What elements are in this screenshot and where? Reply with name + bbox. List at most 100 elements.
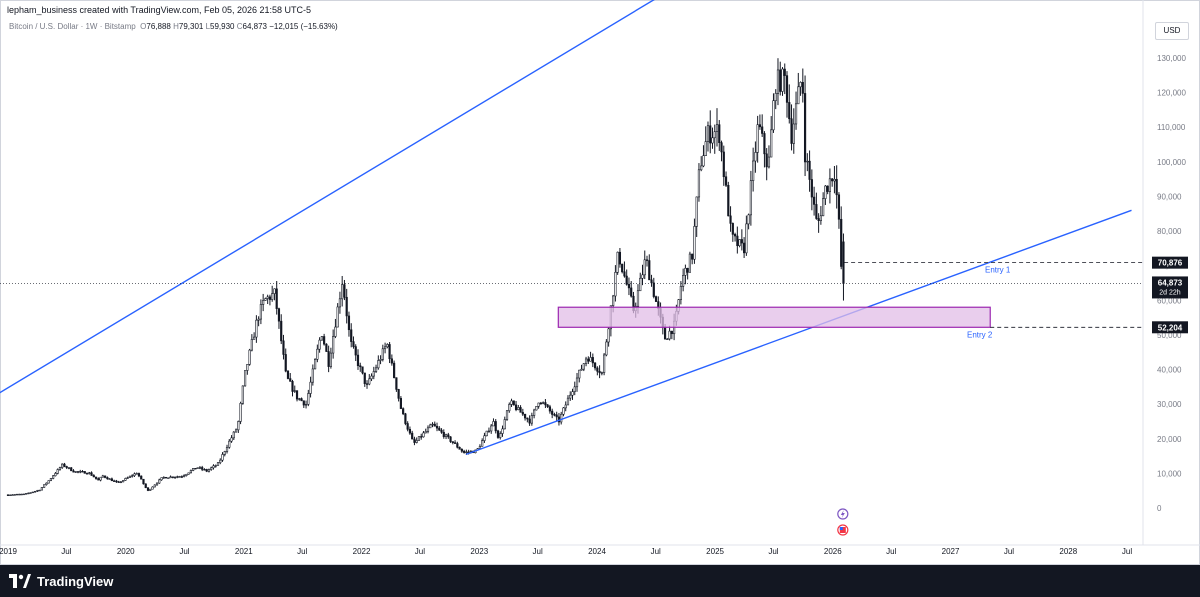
candle-body <box>833 178 836 182</box>
candle-body <box>697 169 701 198</box>
candle-body <box>688 253 692 273</box>
candle-body <box>45 482 48 485</box>
price-tick-label: 50,000 <box>1157 331 1182 340</box>
candle-body <box>246 364 249 371</box>
candle-body <box>582 363 585 370</box>
time-tick-label: 2024 <box>588 547 606 556</box>
candle-body <box>444 434 448 437</box>
candle-body <box>806 160 809 163</box>
candle-body <box>519 407 522 413</box>
candle-body <box>458 446 461 450</box>
candle-body <box>11 494 14 496</box>
candle-body <box>144 483 147 488</box>
candle-body <box>133 473 136 476</box>
candle-body <box>781 68 784 92</box>
candle-body <box>704 141 707 156</box>
candle-body <box>334 326 337 337</box>
candle-body <box>72 470 75 473</box>
candle-body <box>722 151 725 178</box>
candle-body <box>350 329 353 342</box>
entry-zone[interactable] <box>557 306 991 328</box>
candle-body <box>749 180 752 216</box>
price-chart[interactable]: 0 10,000 20,000 30,000 40,000 50,000 60,000 70,… <box>0 0 1200 565</box>
currency-button[interactable]: USD <box>1155 22 1189 40</box>
candle-body <box>772 100 775 131</box>
candle-body <box>815 204 818 219</box>
candle-body <box>546 404 549 408</box>
candle-body <box>623 271 626 277</box>
candle-body <box>15 493 19 496</box>
candle-body <box>203 469 206 471</box>
candle-body <box>402 408 405 415</box>
tradingview-logo[interactable]: TradingView <box>9 572 113 590</box>
candle-body <box>417 436 421 441</box>
candle-body <box>381 348 384 360</box>
candle-body <box>508 404 511 412</box>
candle-body <box>304 404 308 406</box>
candle-body <box>264 298 267 301</box>
candle-body <box>318 339 321 350</box>
candle-body <box>700 165 703 171</box>
candle-body <box>548 406 552 412</box>
candle-body <box>442 431 445 437</box>
candle-body <box>758 124 762 128</box>
candle-body <box>36 490 39 492</box>
candle-body <box>614 271 617 297</box>
candle-body <box>756 124 759 153</box>
candle-body <box>115 480 118 483</box>
candle-body <box>325 343 328 352</box>
candle-body <box>338 298 342 308</box>
candle-body <box>573 386 576 392</box>
candle-body <box>553 414 556 416</box>
candle-body <box>517 407 520 410</box>
candle-body <box>104 475 107 478</box>
candle-body <box>185 473 188 476</box>
candle-body <box>101 475 104 478</box>
candle-body <box>266 296 269 299</box>
entry-label-1: Entry 1 <box>985 266 1011 275</box>
chart-frame <box>0 0 1200 565</box>
candle-body <box>706 125 710 142</box>
time-tick-label: Jul <box>179 547 189 556</box>
candle-body <box>537 402 540 407</box>
candle-body <box>198 467 202 469</box>
candle-body <box>295 390 299 400</box>
candle-body <box>433 423 436 427</box>
candle-body <box>180 476 183 478</box>
candle-body <box>420 436 423 438</box>
trendline-lower-channel[interactable] <box>465 209 1132 456</box>
candle-body <box>90 472 93 476</box>
candle-body <box>167 477 170 479</box>
candle-body <box>225 446 229 452</box>
candle-body <box>587 358 590 362</box>
candle-body <box>578 369 581 379</box>
candle-body <box>253 336 256 340</box>
candle-body <box>679 285 682 300</box>
candle-body <box>817 218 820 221</box>
price-tick-label: 0 <box>1157 504 1162 513</box>
candle-body <box>135 473 138 475</box>
candle-body <box>571 391 574 396</box>
time-tick-label: 2025 <box>706 547 724 556</box>
trendline-upper-channel[interactable] <box>0 0 759 394</box>
candle-body <box>767 156 771 168</box>
candle-body <box>797 86 800 105</box>
candle-body <box>164 476 168 479</box>
candle-body <box>460 449 463 452</box>
candle-body <box>621 263 624 273</box>
time-tick-label: Jul <box>1004 547 1014 556</box>
candle-body <box>745 223 748 254</box>
candle-body <box>124 478 127 481</box>
candle-body <box>142 478 145 485</box>
candle-body <box>361 366 364 374</box>
candle-body <box>483 435 486 441</box>
candle-body <box>596 367 599 372</box>
candle-body <box>499 433 502 438</box>
candle-body <box>643 259 646 276</box>
candle-body <box>13 494 16 496</box>
candle-body <box>289 378 292 382</box>
candle-body <box>408 428 412 434</box>
candle-body <box>160 477 163 481</box>
candle-body <box>106 477 109 480</box>
candle-body <box>650 279 653 284</box>
